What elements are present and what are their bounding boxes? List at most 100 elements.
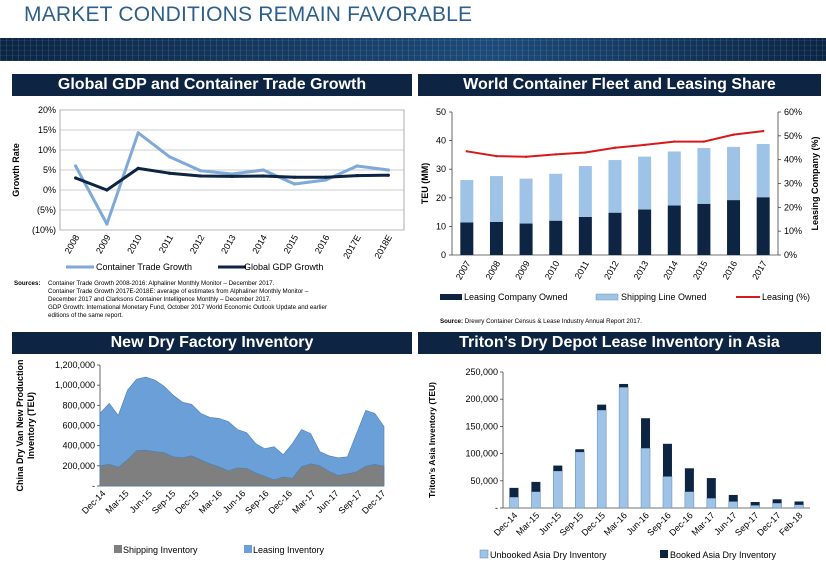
container-trade-point <box>74 164 78 168</box>
factory-x-tick-label: Dec-17 <box>360 488 388 516</box>
leasing-share-point <box>643 143 646 147</box>
depot-x-tick-label: Dec-17 <box>755 510 783 538</box>
gdp-source-line: editions of the same report. <box>48 312 123 319</box>
container-trade-point <box>292 182 297 186</box>
gdp-x-tick-label: 2016 <box>313 233 332 255</box>
leasing-company-owned-bar <box>756 197 770 255</box>
leasing-company-owned-bar <box>667 205 681 255</box>
gdp-growth-point <box>230 174 234 178</box>
leasing-share-point <box>465 150 469 153</box>
fleet-y2-tick-label: 20% <box>784 202 802 212</box>
depot-x-tick-label: Dec-16 <box>667 510 695 538</box>
booked-inventory-bar <box>619 383 629 388</box>
depot-y-tick-label: 200,000 <box>465 394 498 404</box>
header-banner <box>0 38 826 61</box>
container-trade-point <box>355 164 359 168</box>
page-title: MARKET CONDITIONS REMAIN FAVORABLE <box>24 3 473 26</box>
gdp-growth-point <box>105 188 109 192</box>
gdp-growth-point <box>355 174 359 178</box>
factory-x-tick-label: Sep-16 <box>243 488 271 516</box>
legend-swatch-shipping-inventory <box>114 545 122 553</box>
fleet-x-tick-label: 2015 <box>691 259 710 281</box>
factory-y-tick-label: 600,000 <box>62 421 95 431</box>
depot-y-tick-label: - <box>495 503 498 513</box>
factory-y-tick-label: 1,000,000 <box>55 380 95 390</box>
fleet-y-tick-label: 10 <box>436 221 446 231</box>
container-trade-point <box>105 222 109 226</box>
gdp-growth-point <box>167 171 172 175</box>
factory-x-tick-label: Mar-16 <box>197 488 224 515</box>
shipping-inventory-area <box>99 449 385 487</box>
gdp-y-axis-label: Growth Rate <box>11 143 21 197</box>
gdp-x-tick-label: 2015 <box>282 233 301 255</box>
depot-x-tick-label: Sep-15 <box>558 510 586 538</box>
unbooked-inventory-bar <box>531 491 541 509</box>
leasing-company-owned-bar <box>608 212 622 255</box>
leasing-company-owned-bar <box>727 200 741 255</box>
container-trade-point <box>230 172 234 176</box>
legend-swatch-booked <box>660 550 668 558</box>
depot-y-axis-label: Triton’s Asia Inventory (TEU) <box>427 382 437 498</box>
unbooked-inventory-bar <box>684 491 695 509</box>
fleet-source: Source: Drewry Container Census & Lease … <box>440 318 642 326</box>
gdp-x-tick-label: 2008 <box>63 233 82 255</box>
fleet-y-tick-label: 40 <box>436 136 446 146</box>
depot-y-tick-label: 150,000 <box>465 421 498 431</box>
legend-label-gdp: Global GDP Growth <box>244 262 323 272</box>
unbooked-inventory-bar <box>662 476 673 509</box>
fleet-y2-tick-label: 60% <box>784 107 802 117</box>
legend-label-leasing-pct: Leasing (%) <box>762 292 810 302</box>
legend-label-shipping-owned: Shipping Line Owned <box>621 292 707 302</box>
gdp-x-tick-label: 2018E <box>372 233 394 261</box>
depot-x-tick-label: Dec-15 <box>580 510 608 538</box>
depot-y-tick-label: 100,000 <box>465 449 498 459</box>
depot-x-tick-label: Dec-14 <box>492 510 520 538</box>
factory-y-tick-label: 800,000 <box>62 400 95 410</box>
booked-inventory-bar <box>575 449 585 452</box>
depot-chart-title: Triton’s Dry Depot Lease Inventory in As… <box>418 332 821 354</box>
fleet-x-tick-label: 2014 <box>661 259 680 281</box>
legend-label-container-trade: Container Trade Growth <box>96 262 192 272</box>
fleet-y-tick-label: 50 <box>436 107 446 117</box>
gdp-growth-point <box>324 175 328 179</box>
gdp-y-tick-label: 10% <box>38 145 56 155</box>
container-trade-point <box>386 168 390 172</box>
gdp-x-tick-label: 2010 <box>125 233 144 255</box>
factory-x-tick-label: Dec-14 <box>80 488 108 516</box>
factory-x-tick-label: Dec-16 <box>266 488 294 516</box>
fleet-y-tick-label: 30 <box>436 164 446 174</box>
factory-y-axis-label: China Dry Van New Production <box>15 359 25 491</box>
factory-x-tick-label: Sep-17 <box>336 488 364 516</box>
container-trade-point <box>136 131 140 135</box>
leasing-share-point <box>495 154 498 158</box>
leasing-company-owned-bar <box>460 222 474 255</box>
leasing-share-point <box>673 140 676 143</box>
shipping-line-owned-bar <box>608 160 622 213</box>
gdp-source-line: December 2017 and Clarksons Container In… <box>48 296 271 303</box>
shipping-line-owned-bar <box>578 166 592 217</box>
factory-y-axis-label: Inventory (TEU) <box>26 392 36 459</box>
shipping-line-owned-bar <box>756 144 770 198</box>
depot-x-tick-label: Sep-16 <box>645 510 673 538</box>
leasing-share-line <box>466 130 764 158</box>
gdp-y-tick-label: 15% <box>38 125 56 135</box>
gdp-x-tick-label: 2017E <box>341 233 363 261</box>
factory-x-tick-label: Mar-17 <box>290 488 317 515</box>
leasing-company-owned-bar <box>638 209 652 255</box>
leasing-share-point <box>584 151 587 154</box>
gdp-y-tick-label: (5%) <box>37 205 56 215</box>
gdp-growth-point <box>136 166 140 170</box>
container-trade-point <box>199 169 203 173</box>
gdp-x-tick-label: 2009 <box>94 233 113 255</box>
factory-y-tick-label: 200,000 <box>62 461 95 471</box>
fleet-x-tick-label: 2011 <box>573 259 591 281</box>
fleet-x-tick-label: 2009 <box>513 259 532 281</box>
unbooked-inventory-bar <box>728 501 738 509</box>
unbooked-inventory-bar <box>618 386 629 509</box>
unbooked-inventory-bar <box>794 504 804 509</box>
leasing-share-point <box>524 155 528 159</box>
shipping-line-owned-bar <box>489 176 503 222</box>
factory-x-tick-label: Jun-16 <box>221 488 248 515</box>
fleet-y-tick-label: 20 <box>436 193 446 203</box>
